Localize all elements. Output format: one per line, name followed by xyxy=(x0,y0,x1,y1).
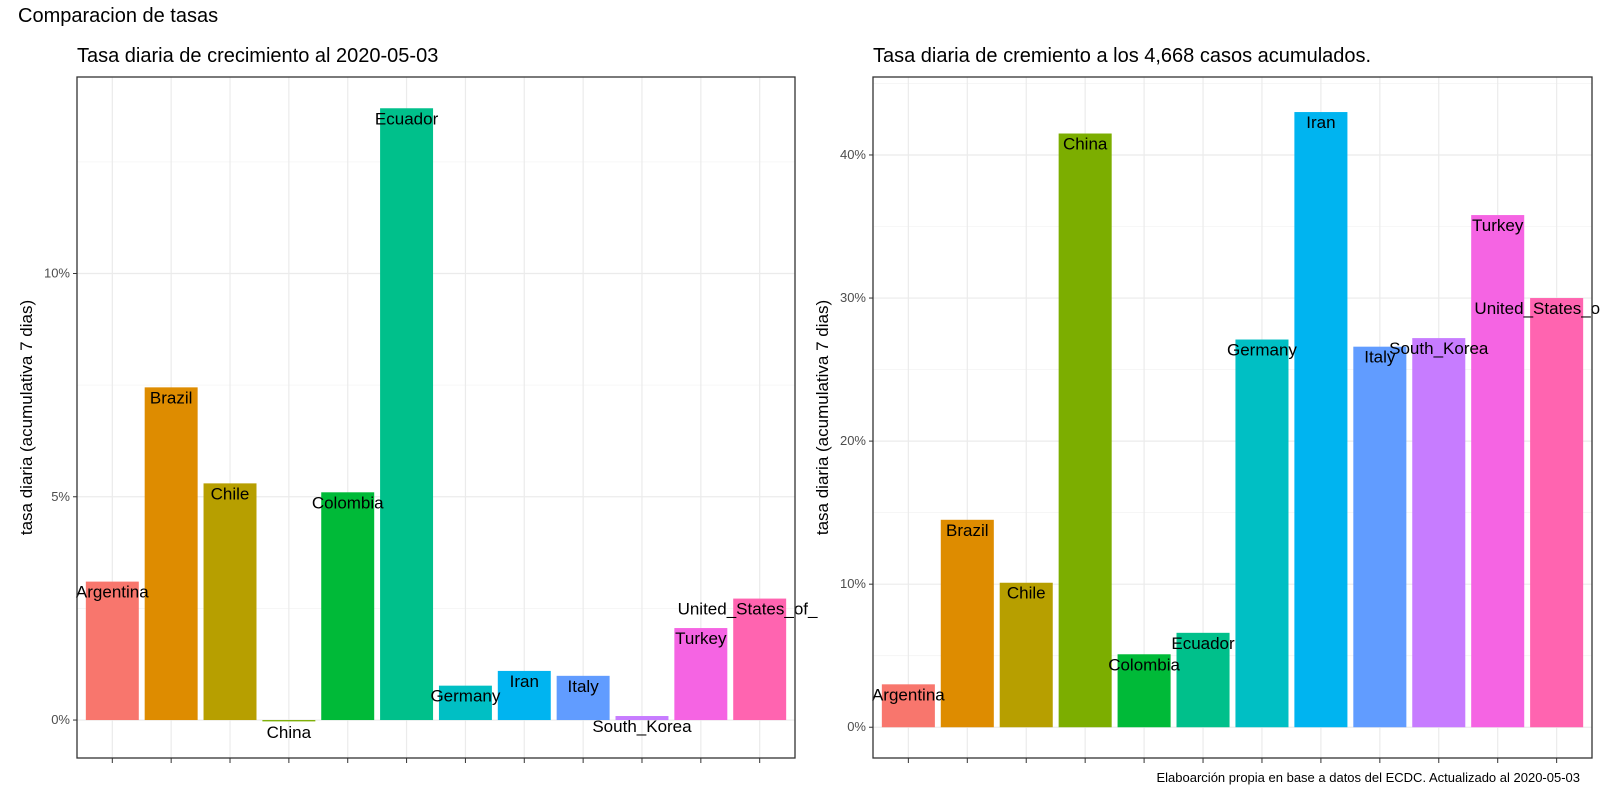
bar-label-chile: Chile xyxy=(211,484,250,503)
bar-label-brazil: Brazil xyxy=(946,521,989,540)
y-tick-label: 5% xyxy=(51,489,70,504)
bar-label-italy: Italy xyxy=(568,677,600,696)
figure-caption: Elaboarción propia en base a datos del E… xyxy=(1156,770,1581,785)
bar-label-italy: Italy xyxy=(1364,348,1396,367)
chart-title: Tasa diaria de crecimiento al 2020-05-03 xyxy=(77,45,438,67)
bar-south-korea xyxy=(615,716,669,721)
bar-label-china: China xyxy=(1063,135,1108,154)
panel-border xyxy=(872,76,1593,759)
bar-label-argentina: Argentina xyxy=(76,583,149,602)
figure-title: Comparacion de tasas xyxy=(18,5,219,27)
y-tick-label: 10% xyxy=(840,576,866,591)
bar-label-chile: Chile xyxy=(1007,584,1046,603)
bar-china xyxy=(1058,133,1112,728)
y-tick-label: 0% xyxy=(51,712,70,727)
bar-brazil xyxy=(940,519,994,728)
bar-colombia xyxy=(1117,654,1171,728)
y-tick-label: 40% xyxy=(840,147,866,162)
bar-colombia xyxy=(321,492,375,721)
y-axis-label: tasa diaria (acumulativa 7 dias) xyxy=(17,300,36,535)
bar-label-brazil: Brazil xyxy=(150,388,193,407)
bar-label-united-states-of-america: United_States_of_ xyxy=(1474,299,1600,318)
y-tick-label: 30% xyxy=(840,290,866,305)
y-axis-label: tasa diaria (acumulativa 7 dias) xyxy=(813,300,832,535)
bar-united-states-of-america xyxy=(733,598,787,721)
bar-label-south-korea: South_Korea xyxy=(1389,339,1489,358)
y-tick-label: 10% xyxy=(44,265,70,280)
bar-ecuador xyxy=(380,108,434,721)
bar-label-iran: Iran xyxy=(510,672,539,691)
bar-turkey xyxy=(1471,215,1525,728)
bar-label-germany: Germany xyxy=(1227,341,1297,360)
bar-turkey xyxy=(674,628,728,721)
bar-ecuador xyxy=(1176,632,1230,728)
bar-chile xyxy=(203,483,257,721)
bar-label-germany: Germany xyxy=(430,687,500,706)
bar-label-china: China xyxy=(267,723,312,742)
bar-brazil xyxy=(144,387,198,721)
bar-iran xyxy=(1294,112,1348,728)
bar-chile xyxy=(999,582,1053,728)
bar-argentina xyxy=(881,684,935,728)
bar-germany xyxy=(438,685,492,721)
bar-label-argentina: Argentina xyxy=(872,685,945,704)
bar-iran xyxy=(497,670,551,721)
chart-title: Tasa diaria de cremiento a los 4,668 cas… xyxy=(873,45,1371,67)
bar-label-south-korea: South_Korea xyxy=(592,717,692,736)
bar-south-korea xyxy=(1412,338,1466,728)
bar-label-united-states-of-america: United_States_of_ xyxy=(678,600,818,619)
bar-label-colombia: Colombia xyxy=(1108,655,1180,674)
y-tick-label: 0% xyxy=(847,719,866,734)
bar-label-turkey: Turkey xyxy=(675,629,727,648)
y-tick-label: 20% xyxy=(840,433,866,448)
bar-label-iran: Iran xyxy=(1306,113,1335,132)
chart-panel-1: Tasa diaria de crecimiento al 2020-05-03… xyxy=(17,45,818,763)
bar-italy xyxy=(1353,346,1407,728)
chart-panel-2: Tasa diaria de cremiento a los 4,668 cas… xyxy=(813,45,1600,763)
bar-label-turkey: Turkey xyxy=(1472,216,1524,235)
bar-italy xyxy=(556,675,610,721)
bar-china xyxy=(262,720,316,722)
bar-germany xyxy=(1235,339,1289,728)
bar-united-states-of-america xyxy=(1530,298,1584,728)
panel-border xyxy=(76,76,796,759)
bar-label-ecuador: Ecuador xyxy=(1171,634,1235,653)
bar-argentina xyxy=(85,581,139,721)
bar-label-colombia: Colombia xyxy=(312,493,384,512)
bar-label-ecuador: Ecuador xyxy=(375,109,439,128)
